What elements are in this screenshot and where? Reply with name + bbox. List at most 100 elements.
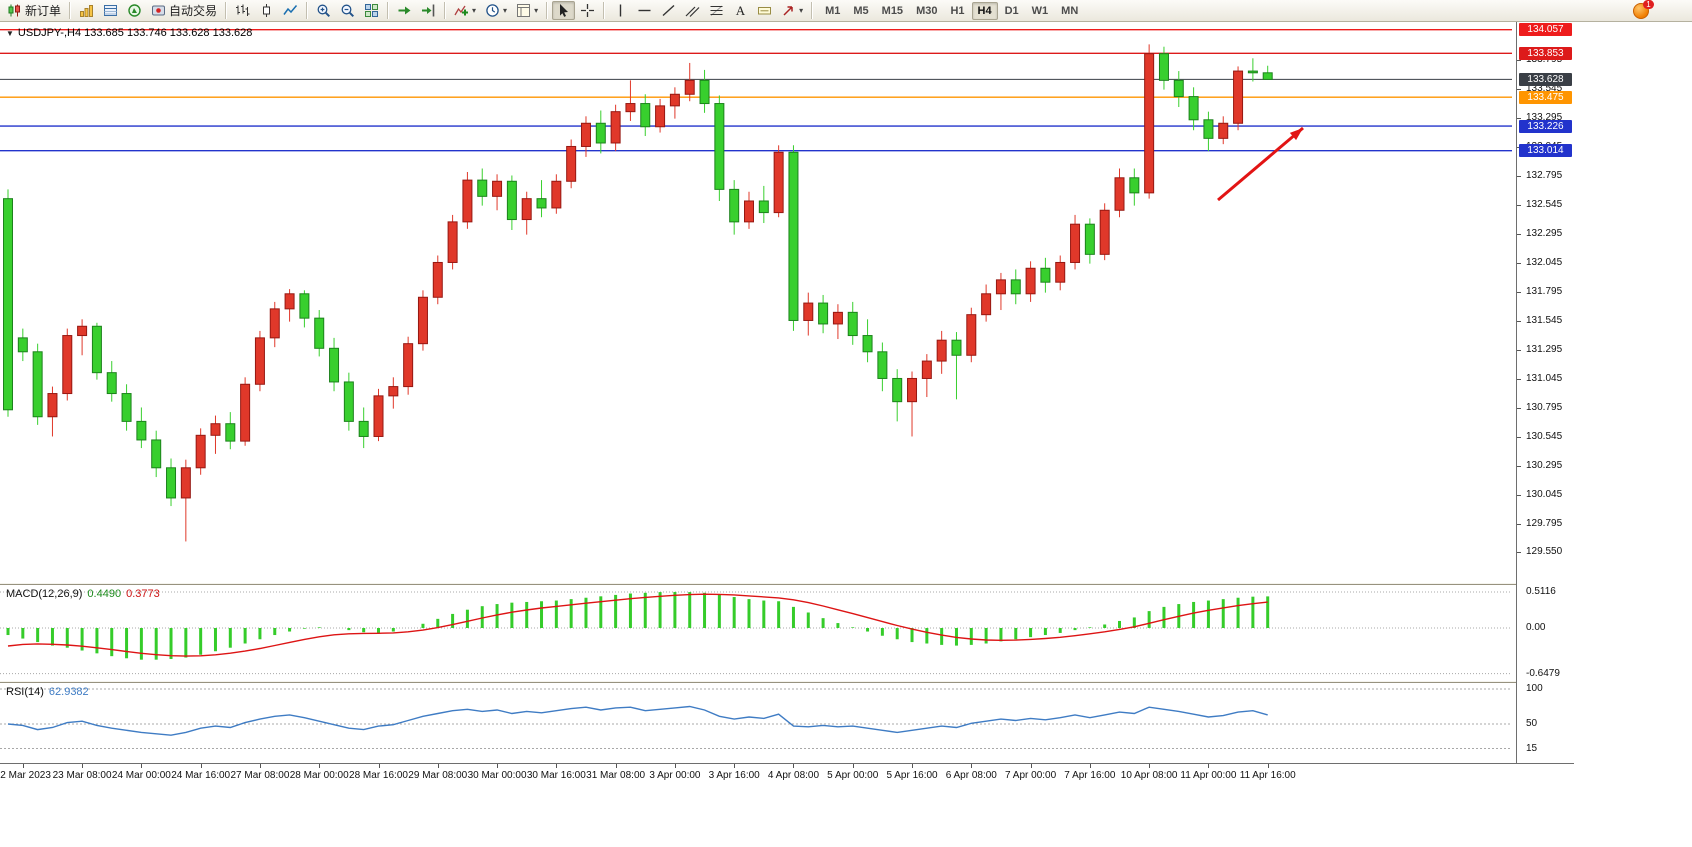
time-axis-label: 23 Mar 08:00 <box>52 770 112 781</box>
price-scale[interactable]: 133.795133.545133.295133.045132.795132.5… <box>1516 22 1575 763</box>
macd-scale-label: 0.5116 <box>1526 585 1556 597</box>
time-axis-label: 22 Mar 2023 <box>0 770 51 781</box>
time-axis-label: 29 Mar 08:00 <box>408 770 468 781</box>
candlestick-chart-button[interactable] <box>255 1 278 20</box>
periods-button[interactable]: ▾ <box>481 1 511 20</box>
toolbar-separator <box>444 2 447 19</box>
timeframe-h4-button[interactable]: H4 <box>971 1 998 20</box>
price-tick-label: 133.545 <box>1526 83 1563 95</box>
price-tick-mark <box>1517 292 1521 294</box>
panel-splitter[interactable] <box>0 681 1574 683</box>
main-toolbar: 新订单 自动交易 ▾ ▾ ▾ A ▾ M1 M5 M15 M30 H1 H4 D1 W1 MN … <box>0 0 1692 22</box>
time-axis-label: 10 Apr 08:00 <box>1120 770 1178 781</box>
time-axis-tick <box>734 764 736 768</box>
price-tick-label: 129.795 <box>1526 518 1563 530</box>
timeframe-d1-button[interactable]: D1 <box>999 2 1025 20</box>
panel-splitter[interactable] <box>0 583 1574 585</box>
time-axis-tick <box>141 764 143 768</box>
template-icon <box>516 3 531 18</box>
trendline-icon <box>661 3 676 18</box>
zoom-out-icon <box>340 3 355 18</box>
line-chart-button[interactable] <box>279 1 302 20</box>
time-axis-tick <box>971 764 973 768</box>
macd-signal-value: 0.3773 <box>126 588 160 600</box>
timeframe-m30-button[interactable]: M30 <box>910 2 943 20</box>
time-axis-label: 5 Apr 00:00 <box>827 770 879 781</box>
time-axis-label: 3 Apr 16:00 <box>708 770 760 781</box>
trendline-tool-button[interactable] <box>657 1 680 20</box>
timeframe-h1-button[interactable]: H1 <box>944 2 970 20</box>
time-axis-label: 27 Mar 08:00 <box>230 770 290 781</box>
timeframe-toolbar: M1 M5 M15 M30 H1 H4 D1 W1 MN <box>819 1 1084 20</box>
zoom-in-button[interactable] <box>312 1 335 20</box>
time-axis[interactable]: 22 Mar 2023 23 Mar 08:00 24 Mar 00:00 24 Ma… <box>0 763 1574 786</box>
tile-windows-button[interactable] <box>360 1 383 20</box>
chart-shift-button[interactable] <box>417 1 440 20</box>
crosshair-icon <box>580 3 595 18</box>
cursor-button[interactable] <box>552 1 576 20</box>
macd-panel[interactable] <box>0 585 1516 681</box>
timeframe-m1-button[interactable]: M1 <box>819 2 846 20</box>
chart-window: ▼ USDJPY-,H4 133.685 133.746 133.628 133… <box>0 22 1692 847</box>
autotrade-button[interactable]: 自动交易 <box>147 1 221 20</box>
horizontal-line-tool-button[interactable] <box>633 1 656 20</box>
time-axis-tick <box>674 764 676 768</box>
notification-button[interactable]: 1 <box>1629 0 1654 20</box>
autotrade-label: 自动交易 <box>169 4 218 18</box>
price-tick-mark <box>1517 379 1521 381</box>
tile-windows-icon <box>364 3 379 18</box>
zoom-in-icon <box>316 3 331 18</box>
quote-ohlc-text: USDJPY-,H4 133.685 133.746 133.628 133.6… <box>17 27 253 39</box>
rsi-value: 62.9382 <box>48 686 89 698</box>
time-axis-label: 4 Apr 08:00 <box>767 770 820 781</box>
rsi-scale-label: 50 <box>1526 718 1538 729</box>
price-tick-label: 130.045 <box>1526 489 1563 501</box>
vertical-line-tool-button[interactable] <box>609 1 632 20</box>
timeframe-w1-button[interactable]: W1 <box>1026 2 1055 20</box>
crosshair-button[interactable] <box>576 1 599 20</box>
fibonacci-tool-button[interactable] <box>705 1 728 20</box>
label-tool-button[interactable] <box>753 1 776 20</box>
price-badge-support: 133.014 <box>1519 144 1572 158</box>
zoom-out-button[interactable] <box>336 1 359 20</box>
indicators-button[interactable]: ▾ <box>450 1 480 20</box>
price-tick-mark <box>1517 176 1521 178</box>
time-axis-label: 24 Mar 16:00 <box>171 770 231 781</box>
price-tick-label: 131.795 <box>1526 286 1563 298</box>
auto-scroll-button[interactable] <box>393 1 416 20</box>
bar-chart-icon <box>235 3 250 18</box>
time-axis-label: 3 Apr 00:00 <box>649 770 701 781</box>
rsi-panel[interactable] <box>0 683 1516 763</box>
templates-button[interactable]: ▾ <box>512 1 542 20</box>
one-click-trading-toggle[interactable]: ▼ <box>6 28 14 38</box>
new-order-button[interactable]: 新订单 <box>3 1 65 20</box>
time-axis-tick <box>1149 764 1151 768</box>
bar-chart-button[interactable] <box>231 1 254 20</box>
price-tick-mark <box>1517 205 1521 207</box>
toolbar-separator <box>387 2 390 19</box>
timeframe-mn-button[interactable]: MN <box>1055 2 1084 20</box>
text-tool-button[interactable]: A <box>729 1 752 20</box>
timeframe-m5-button[interactable]: M5 <box>847 2 874 20</box>
market-watch-button[interactable] <box>75 1 98 20</box>
text-icon: A <box>733 3 748 18</box>
toolbar-separator <box>69 2 72 19</box>
arrows-tool-button[interactable]: ▾ <box>777 1 807 20</box>
channel-tool-button[interactable] <box>681 1 704 20</box>
line-chart-icon <box>283 3 298 18</box>
time-axis-label: 30 Mar 16:00 <box>526 770 586 781</box>
timeframe-m15-button[interactable]: M15 <box>876 2 909 20</box>
price-tick-label: 131.295 <box>1526 344 1563 356</box>
navigator-button[interactable] <box>123 1 146 20</box>
rsi-scale-label: 15 <box>1526 742 1538 754</box>
price-chart[interactable] <box>0 22 1516 583</box>
price-badge-support: 133.226 <box>1519 119 1572 133</box>
time-axis-tick <box>22 764 24 768</box>
price-tick-mark <box>1517 495 1521 497</box>
price-tick-mark <box>1517 524 1521 526</box>
price-tick-mark <box>1517 60 1521 62</box>
svg-text:A: A <box>736 3 746 18</box>
time-axis-tick <box>1267 764 1269 768</box>
data-window-button[interactable] <box>99 1 122 20</box>
time-axis-tick <box>912 764 914 768</box>
